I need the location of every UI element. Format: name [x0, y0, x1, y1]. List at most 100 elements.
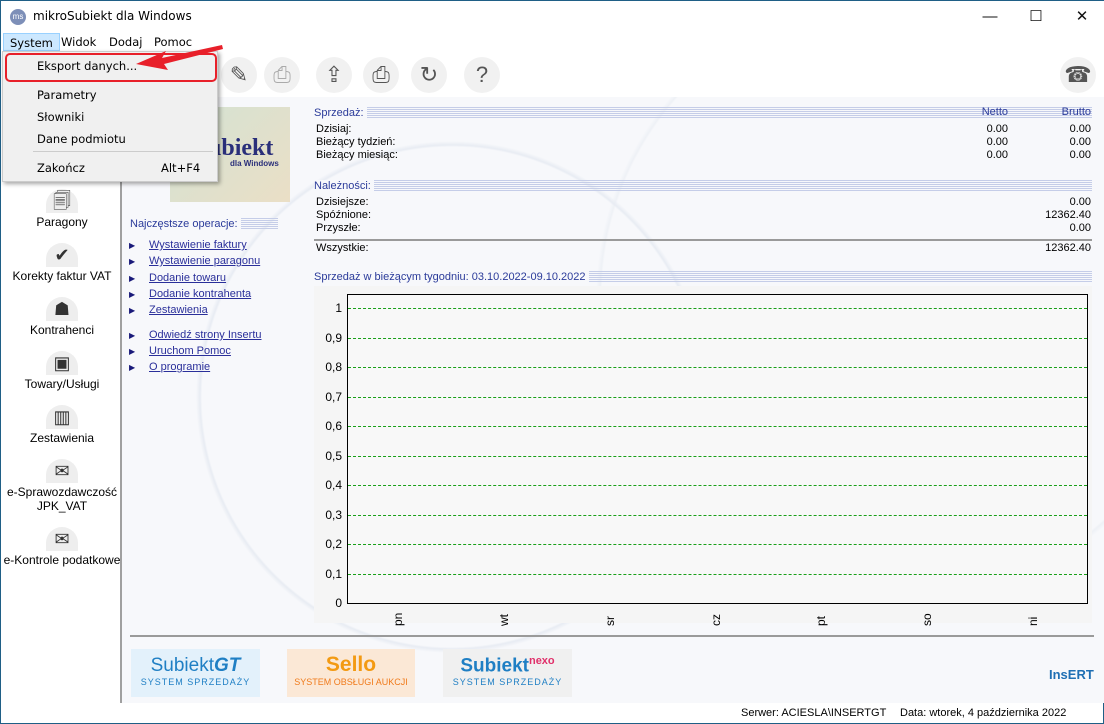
ops-link[interactable]: Odwiedź strony Insertu [149, 329, 262, 341]
receivable-label: Przyszłe: [316, 222, 361, 234]
bullet-arrow-icon: ▶ [129, 306, 136, 315]
shortcut-alt-f4: Alt+F4 [161, 161, 201, 175]
total-label: Wszystkie: [316, 242, 369, 254]
weekly-sales-chart: 0 0,1 0,2 0,3 0,4 0,5 0,6 0,7 0,8 0,9 1 pn wt sr cz pt s… [314, 286, 1092, 626]
gridline [348, 514, 1087, 516]
maximize-button[interactable]: ☐ [1029, 8, 1043, 25]
pen-icon[interactable]: ✎ [221, 57, 257, 93]
red-arrow-annotation [136, 45, 223, 70]
sello-logo[interactable]: Sello SYSTEM OBSŁUGI AUKCJI [287, 649, 415, 697]
ops-link[interactable]: Dodanie kontrahenta [149, 288, 252, 300]
menu-item-dane-podmiotu[interactable]: Dane podmiotu [37, 132, 126, 146]
menu-item-slowniki[interactable]: Słowniki [37, 110, 85, 124]
ops-link[interactable]: Wystawienie paragonu [149, 255, 261, 267]
sidebar-label: Towary/Usługi [24, 377, 100, 391]
subiekt-gt-logo[interactable]: SubiektGT SYSTEM SPRZEDAŻY [131, 649, 260, 697]
y-tick-label: 0,7 [325, 389, 342, 404]
title-bar: ms mikroSubiekt dla Windows — ☐ ✕ [1, 1, 1104, 33]
netto-header: Netto [981, 106, 1008, 118]
receivable-value: 0.00 [1069, 196, 1091, 208]
logo-text: ubiekt [208, 135, 274, 161]
x-tick-label: ni [1026, 616, 1041, 626]
bullet-arrow-icon: ▶ [129, 347, 136, 356]
gridline [348, 396, 1087, 398]
sidebar-label: Zestawienia [29, 431, 95, 445]
sales-row-label: Dzisiaj: [316, 123, 352, 135]
x-tick-label: so [920, 613, 935, 626]
fax-icon[interactable]: ☎ [1060, 57, 1096, 93]
sales-brutto: 0.00 [1069, 136, 1091, 148]
insert-logo[interactable]: InsERT [1049, 667, 1094, 682]
gridline [348, 455, 1087, 457]
sidebar-item-korekty[interactable]: ✔ Korekty faktur VAT [2, 243, 122, 283]
x-tick-label: pn [390, 612, 405, 626]
sales-row-label: Bieżący miesiąc: [316, 149, 398, 161]
close-button[interactable]: ✕ [1075, 8, 1089, 25]
y-tick-label: 0,8 [325, 360, 342, 374]
receivable-value: 0.00 [1069, 222, 1091, 234]
menu-separator [33, 151, 213, 152]
receivables-header: Należności: [314, 180, 1092, 192]
sidebar-label: Paragony [36, 215, 88, 229]
main-area: 🗐 Paragony ✔ Korekty faktur VAT ☗ Kontrahen… [2, 97, 1104, 719]
sales-netto: 0.00 [986, 123, 1008, 135]
gridline [348, 573, 1087, 575]
menu-system[interactable]: System [3, 33, 60, 51]
export-icon[interactable]: ⇪ [316, 57, 352, 93]
subiekt-nexo-logo[interactable]: Subiektnexo SYSTEM SPRZEDAŻY [443, 649, 572, 697]
sidebar-item-paragony[interactable]: 🗐 Paragony [2, 189, 122, 229]
y-tick-label: 0,1 [325, 566, 342, 581]
sidebar-item-zestawienia[interactable]: ▥ Zestawienia [2, 405, 122, 445]
ops-link[interactable]: Wystawienie faktury [149, 239, 247, 251]
tax-control-icon: ✉ [46, 527, 78, 551]
sidebar-item-kontrahenci[interactable]: ☗ Kontrahenci [2, 297, 122, 337]
bullet-arrow-icon: ▶ [129, 290, 136, 299]
ops-link[interactable]: Uruchom Pomoc [149, 345, 231, 357]
gridline [348, 544, 1087, 545]
x-tick-label: cz [708, 614, 723, 626]
ops-link[interactable]: O programie [149, 361, 211, 373]
refresh-icon[interactable]: ↻ [411, 57, 447, 93]
y-tick-label: 0,9 [325, 330, 342, 345]
server-status: Serwer: ACIESLA\INSERTGT [741, 707, 887, 719]
y-tick-label: 0,3 [325, 507, 342, 522]
x-tick-label: sr [602, 616, 617, 626]
highlight-box [5, 53, 217, 82]
printer-disabled-icon[interactable]: ⎙ [264, 57, 300, 93]
ops-link[interactable]: Zestawienia [149, 304, 208, 316]
receivable-label: Dzisiejsze: [316, 196, 369, 208]
sidebar: 🗐 Paragony ✔ Korekty faktur VAT ☗ Kontrahen… [2, 97, 122, 703]
sales-netto: 0.00 [986, 136, 1008, 148]
contractor-icon: ☗ [46, 297, 78, 321]
menu-item-eksport-danych[interactable]: Eksport danych... [37, 59, 138, 73]
x-tick-label: pt [814, 615, 829, 626]
vat-icon: ✉ [46, 459, 78, 483]
sales-header: Sprzedaż: [314, 107, 1092, 119]
bullet-arrow-icon: ▶ [129, 257, 136, 266]
date-status: Data: wtorek, 4 października 2022 [900, 707, 1067, 719]
sidebar-label: Korekty faktur VAT [12, 269, 112, 283]
menu-pomoc[interactable]: Pomoc [154, 35, 193, 49]
total-value: 12362.40 [1045, 242, 1091, 254]
receivable-label: Spóźnione: [316, 209, 372, 221]
help-icon[interactable]: ? [464, 57, 500, 93]
menu-widok[interactable]: Widok [61, 35, 97, 49]
gridline [348, 426, 1087, 427]
bullet-arrow-icon: ▶ [129, 331, 136, 340]
menu-item-zakoncz[interactable]: Zakończ [37, 161, 85, 175]
sidebar-item-towary[interactable]: ▣ Towary/Usługi [2, 351, 122, 391]
ops-link[interactable]: Dodanie towaru [149, 272, 227, 284]
menu-item-parametry[interactable]: Parametry [37, 88, 97, 102]
sidebar-item-jpk[interactable]: ✉ e-Sprawozdawczość JPK_VAT [2, 459, 122, 513]
checkmark-icon: ✔ [46, 243, 78, 267]
gridline [348, 367, 1087, 368]
sidebar-item-ekontrole[interactable]: ✉ e-Kontrole podatkowe [2, 527, 122, 567]
sales-netto: 0.00 [986, 149, 1008, 161]
menu-dodaj[interactable]: Dodaj [109, 35, 143, 49]
receivable-value: 12362.40 [1045, 209, 1091, 221]
menu-bar: System Widok Dodaj Pomoc [1, 33, 1104, 51]
sales-brutto: 0.00 [1069, 149, 1091, 161]
printer-icon[interactable]: ⎙ [363, 57, 399, 93]
minimize-button[interactable]: — [982, 8, 998, 25]
bullet-arrow-icon: ▶ [129, 363, 136, 372]
